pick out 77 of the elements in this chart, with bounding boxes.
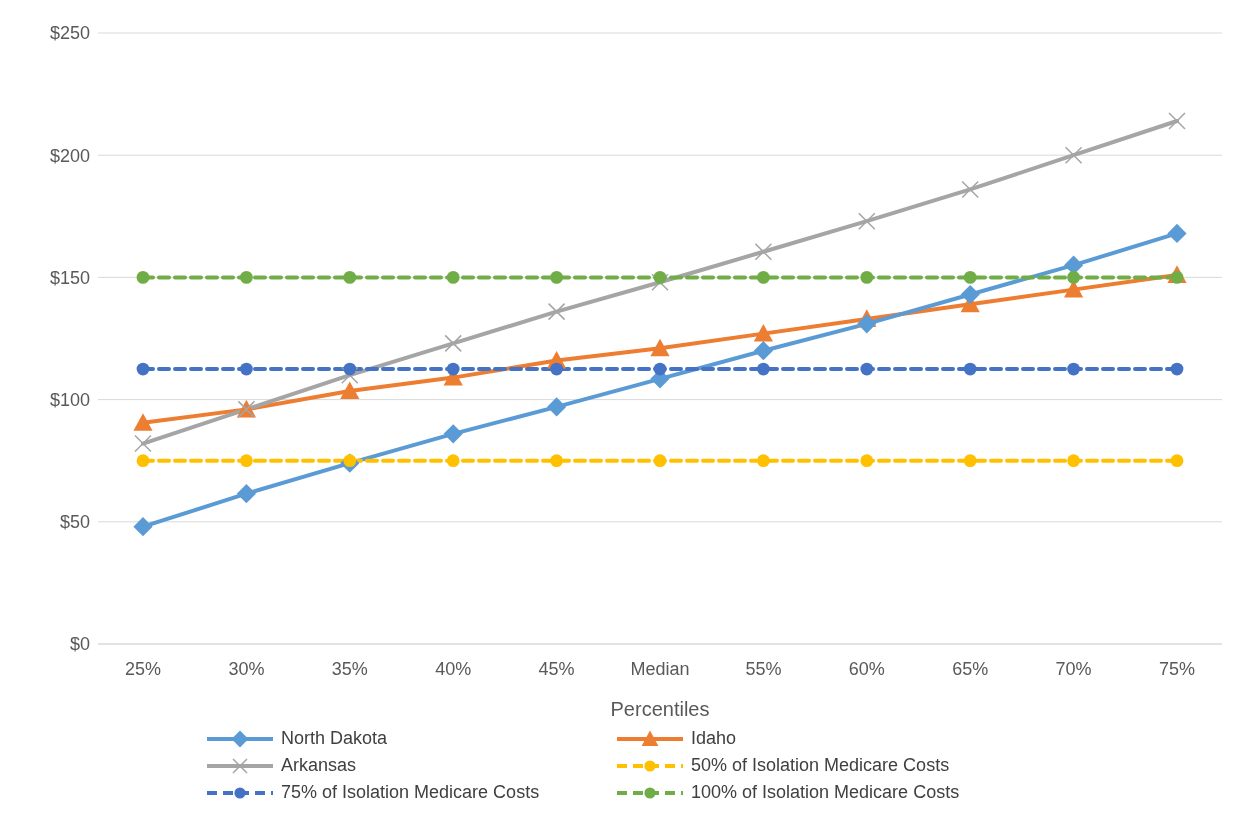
point	[653, 454, 667, 468]
y-tick-label: $0	[69, 634, 90, 655]
x-tick-label: 65%	[952, 658, 989, 679]
x-tick-label: 45%	[538, 658, 575, 679]
point	[343, 271, 357, 284]
point	[550, 271, 563, 284]
x-tick-label: 30%	[228, 658, 265, 679]
x-tick-label: 25%	[124, 658, 162, 679]
x-tick-label: 60%	[848, 658, 885, 679]
point	[1067, 454, 1080, 468]
point	[650, 338, 670, 357]
x-axis-title: Percentiles	[610, 698, 710, 720]
y-tick-label: $100	[49, 389, 90, 410]
x-tick-label: 75%	[1158, 658, 1196, 679]
point	[446, 454, 460, 468]
point	[1170, 362, 1184, 376]
y-tick-label: $50	[59, 512, 90, 533]
point	[240, 271, 253, 284]
point	[1064, 255, 1084, 275]
point	[754, 242, 773, 261]
point	[443, 424, 463, 444]
point	[963, 362, 977, 376]
point	[1067, 271, 1080, 284]
point	[1170, 454, 1184, 468]
point	[1067, 362, 1080, 376]
point	[960, 284, 980, 305]
legend-label: 50% of Isolation Medicare Costs	[691, 755, 950, 776]
point	[857, 314, 877, 334]
legend-label: Idaho	[691, 728, 737, 749]
point	[133, 517, 153, 537]
x-tick-label: 70%	[1055, 658, 1092, 679]
point	[653, 271, 667, 284]
point	[753, 324, 773, 342]
y-tick-label: $200	[49, 145, 90, 166]
point	[446, 271, 460, 284]
point	[1064, 146, 1083, 164]
legend-label: 75% of Isolation Medicare Costs	[281, 782, 540, 803]
point	[444, 334, 462, 353]
point	[858, 212, 876, 230]
y-tick-label: $150	[49, 267, 90, 288]
legend-label: 100% of Isolation Medicare Costs	[691, 782, 960, 803]
legend-label: Arkansas	[281, 755, 357, 776]
point	[860, 454, 874, 468]
point	[757, 362, 770, 376]
x-tick-label: 55%	[745, 658, 782, 679]
point	[963, 271, 977, 284]
point	[136, 271, 150, 284]
point	[860, 271, 874, 284]
x-tick-label: Median	[630, 658, 690, 679]
point	[860, 362, 874, 376]
point	[341, 366, 359, 384]
point	[757, 271, 770, 284]
x-tick-label: 40%	[435, 658, 472, 679]
point	[136, 362, 150, 376]
point	[343, 362, 357, 376]
point	[340, 381, 360, 400]
point	[1168, 112, 1186, 130]
y-tick-label: $250	[49, 23, 90, 44]
point	[240, 454, 253, 468]
point	[550, 362, 563, 376]
point	[963, 454, 977, 468]
point	[1167, 223, 1187, 244]
point	[547, 397, 567, 417]
point	[757, 454, 770, 468]
point	[236, 484, 256, 504]
point	[961, 180, 979, 199]
point	[134, 434, 152, 453]
point	[240, 362, 253, 376]
legend-label: North Dakota	[281, 728, 388, 749]
point	[653, 362, 667, 376]
x-tick-label: 35%	[331, 658, 368, 679]
point	[133, 413, 153, 431]
point	[136, 454, 150, 468]
point	[550, 454, 563, 468]
point	[547, 302, 566, 321]
point	[753, 341, 773, 361]
point	[446, 362, 460, 376]
